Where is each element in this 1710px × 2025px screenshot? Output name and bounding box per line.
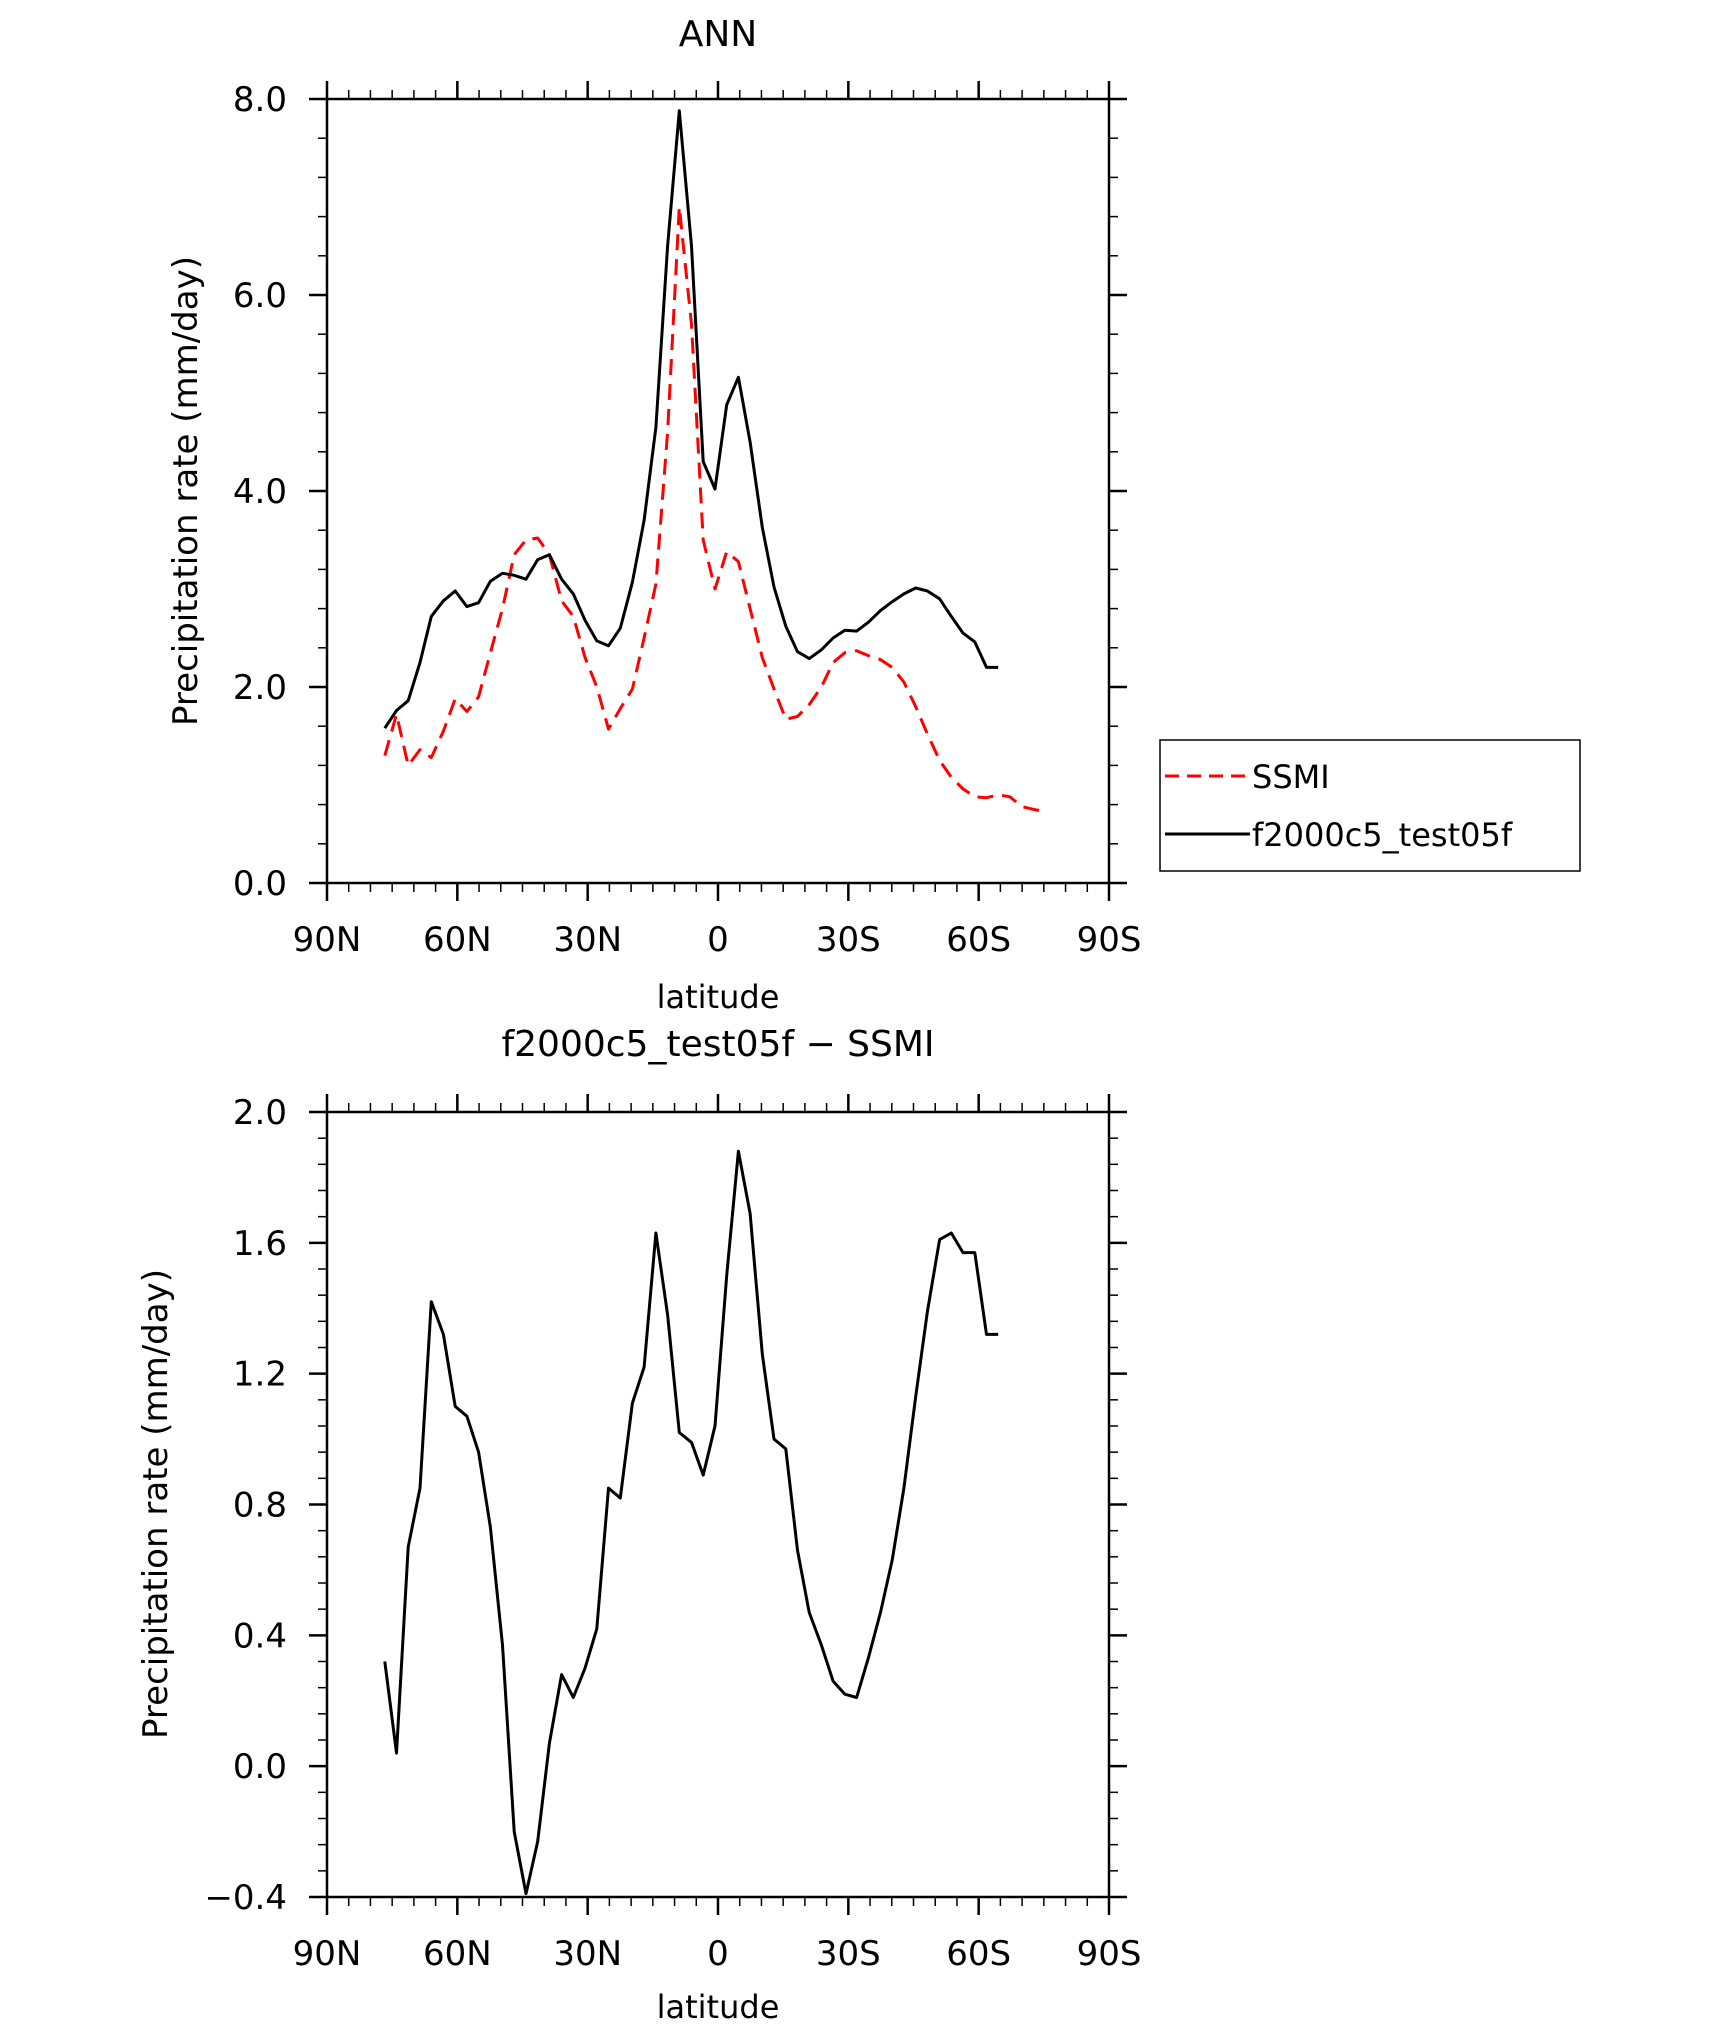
x-tick-label: 0 [707,1934,729,1974]
x-tick-label: 60N [423,1934,492,1974]
x-tick-label: 30N [553,920,622,960]
series-group [383,109,1046,813]
plot-frame [325,97,1111,885]
y-tick-label: 0.0 [233,1747,287,1787]
y-tick-label: 6.0 [233,276,287,316]
y-tick-label: −0.4 [204,1878,287,1918]
axis-ticks [309,81,1127,901]
y-tick-label: 4.0 [233,472,287,512]
y-tick-labels: −0.4 0.0 0.4 0.8 1.2 1.6 2.0 [204,1093,287,1918]
y-tick-labels: 0.0 2.0 4.0 6.0 8.0 [233,80,287,904]
series-group [383,1149,999,1896]
x-tick-label: 0 [707,920,729,960]
y-tick-label: 2.0 [233,668,287,708]
x-tick-label: 90N [293,1934,362,1974]
chart-title: f2000c5_test05f − SSMI [501,1024,934,1065]
x-tick-label: 90S [1077,1934,1142,1974]
x-tick-label: 30S [816,920,881,960]
legend-label-ssmi: SSMI [1252,758,1330,796]
x-tick-label: 90S [1077,920,1142,960]
x-tick-labels: 90N 60N 30N 0 30S 60S 90S [293,1934,1142,1974]
x-tick-label: 30N [553,1934,622,1974]
legend: SSMI f2000c5_test05f [1159,739,1581,872]
y-tick-label: 1.6 [233,1224,287,1264]
x-tick-label: 30S [816,1934,881,1974]
plot-frame [325,1110,1111,1899]
x-tick-label: 60N [423,920,492,960]
x-tick-label: 90N [293,920,362,960]
x-axis-label: latitude [657,978,780,1016]
y-tick-label: 0.0 [233,864,287,904]
series-line-ssmi [383,205,1046,813]
x-tick-label: 60S [946,1934,1011,1974]
legend-frame [1159,739,1581,872]
chart-title: ANN [679,14,758,55]
y-tick-label: 0.8 [233,1486,287,1526]
y-tick-label: 1.2 [233,1355,287,1395]
y-axis-label: Precipitation rate (mm/day) [166,256,206,726]
y-tick-label: 0.4 [233,1616,287,1656]
x-tick-label: 60S [946,920,1011,960]
y-axis-label: Precipitation rate (mm/day) [136,1269,176,1739]
panel-difference: f2000c5_test05f − SSMI −0.4 0.0 0.4 0.8 1.2 1… [136,1024,1142,2025]
legend-label-model: f2000c5_test05f [1252,816,1513,854]
x-tick-labels: 90N 60N 30N 0 30S 60S 90S [293,920,1142,960]
series-line-f2000c5-test05f-ssmi [383,1149,999,1896]
y-tick-label: 2.0 [233,1093,287,1133]
x-axis-label: latitude [657,1988,780,2021]
y-tick-label: 8.0 [233,80,287,120]
series-line-f2000c5-test05f [383,109,999,730]
panel-annual-precip: ANN 0.02.04.06.08.0 90N 60N 30N 0 30S 60S 90S … [166,14,1581,1016]
axis-ticks [309,1094,1127,1915]
